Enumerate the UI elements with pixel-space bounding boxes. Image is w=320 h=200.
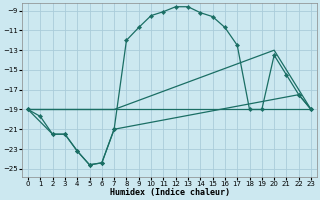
X-axis label: Humidex (Indice chaleur): Humidex (Indice chaleur) <box>109 188 229 197</box>
